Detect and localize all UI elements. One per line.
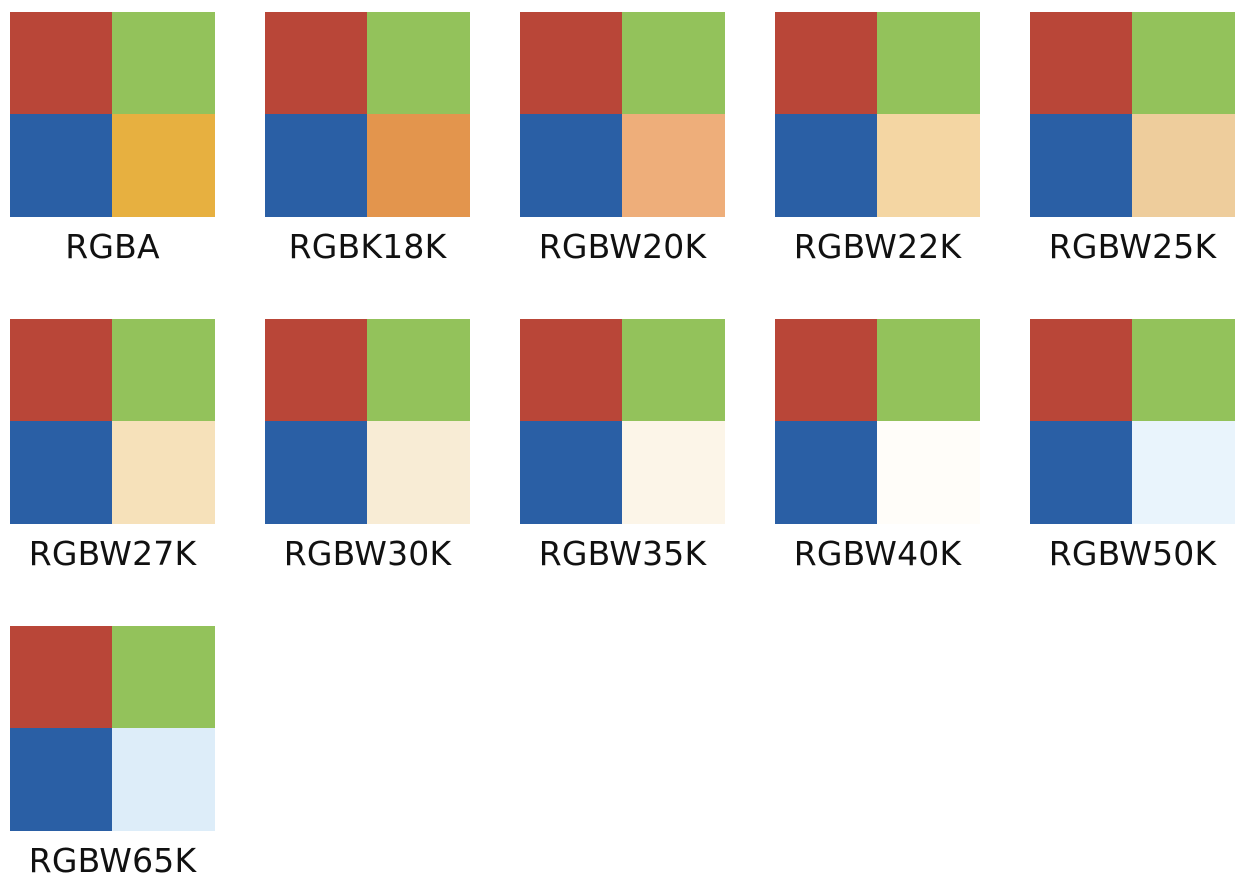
green-quadrant [112,626,215,728]
green-quadrant [1132,319,1235,421]
color-quadrant-preview [775,319,980,524]
fourth-color-quadrant [1132,421,1235,524]
color-quadrant-preview [775,12,980,217]
red-quadrant [1030,319,1132,421]
green-quadrant [367,12,470,114]
blue-quadrant [1030,421,1132,524]
green-quadrant [877,12,980,114]
red-quadrant [1030,12,1132,114]
green-quadrant [112,319,215,421]
red-quadrant [10,319,112,421]
red-quadrant [520,319,622,421]
green-quadrant [877,319,980,421]
swatch-label: RGBW65K [28,841,197,880]
fourth-color-quadrant [112,728,215,831]
color-swatch-card[interactable]: RGBW50K [1030,319,1235,578]
blue-quadrant [520,114,622,217]
fourth-color-quadrant [622,421,725,524]
swatch-label: RGBA [65,227,160,266]
fourth-color-quadrant [112,114,215,217]
blue-quadrant [10,114,112,217]
green-quadrant [622,12,725,114]
red-quadrant [520,12,622,114]
blue-quadrant [775,114,877,217]
fourth-color-quadrant [367,114,470,217]
swatch-label: RGBW27K [28,534,197,573]
swatch-grid: RGBA RGBK18K RGBW20K RGBW22K RGBW25K RGBW27K R… [10,12,1236,885]
color-quadrant-preview [10,319,215,524]
swatch-label: RGBW22K [793,227,962,266]
color-swatch-card[interactable]: RGBK18K [265,12,470,271]
swatch-label: RGBW30K [283,534,452,573]
blue-quadrant [265,421,367,524]
blue-quadrant [265,114,367,217]
blue-quadrant [10,728,112,831]
red-quadrant [265,319,367,421]
color-swatch-card[interactable]: RGBW30K [265,319,470,578]
color-quadrant-preview [10,626,215,831]
color-swatch-card[interactable]: RGBW22K [775,12,980,271]
red-quadrant [775,12,877,114]
green-quadrant [112,12,215,114]
red-quadrant [10,626,112,728]
blue-quadrant [1030,114,1132,217]
swatch-label: RGBW50K [1048,534,1217,573]
swatch-label: RGBK18K [288,227,447,266]
fourth-color-quadrant [622,114,725,217]
fourth-color-quadrant [112,421,215,524]
color-swatch-card[interactable]: RGBA [10,12,215,271]
color-quadrant-preview [265,319,470,524]
red-quadrant [775,319,877,421]
color-quadrant-preview [520,12,725,217]
color-swatch-card[interactable]: RGBW20K [520,12,725,271]
color-quadrant-preview [520,319,725,524]
color-quadrant-preview [10,12,215,217]
red-quadrant [10,12,112,114]
swatch-label: RGBW20K [538,227,707,266]
swatch-label: RGBW25K [1048,227,1217,266]
color-quadrant-preview [265,12,470,217]
red-quadrant [265,12,367,114]
blue-quadrant [775,421,877,524]
color-swatch-card[interactable]: RGBW40K [775,319,980,578]
color-quadrant-preview [1030,319,1235,524]
fourth-color-quadrant [1132,114,1235,217]
fourth-color-quadrant [877,421,980,524]
color-quadrant-preview [1030,12,1235,217]
swatch-label: RGBW40K [793,534,962,573]
color-swatch-card[interactable]: RGBW25K [1030,12,1235,271]
blue-quadrant [10,421,112,524]
green-quadrant [622,319,725,421]
green-quadrant [367,319,470,421]
blue-quadrant [520,421,622,524]
fourth-color-quadrant [877,114,980,217]
color-swatch-card[interactable]: RGBW65K [10,626,215,885]
green-quadrant [1132,12,1235,114]
color-swatch-card[interactable]: RGBW27K [10,319,215,578]
swatch-label: RGBW35K [538,534,707,573]
fourth-color-quadrant [367,421,470,524]
color-swatch-card[interactable]: RGBW35K [520,319,725,578]
